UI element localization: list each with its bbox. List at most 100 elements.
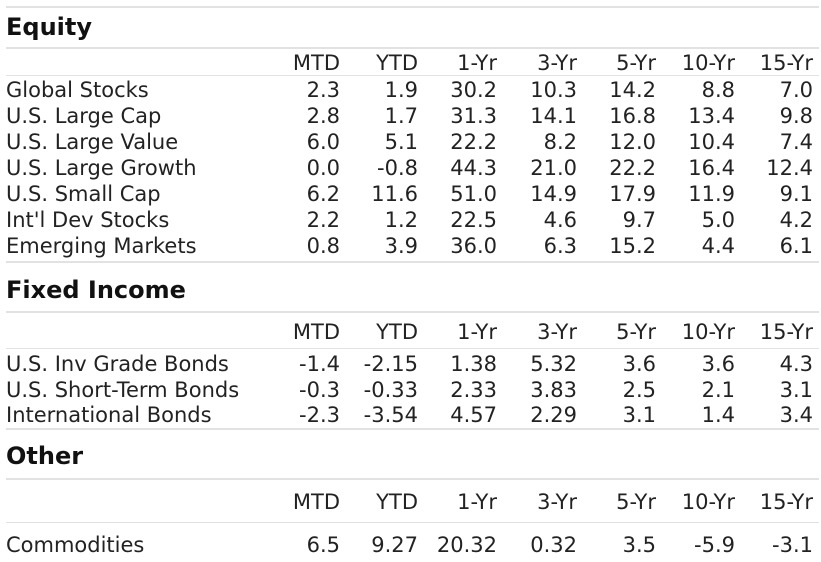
column-header: MTD	[292, 51, 340, 75]
cell-value: 12.4	[766, 156, 813, 180]
cell-value: 17.9	[609, 182, 656, 206]
column-header: 1-Yr	[457, 51, 497, 75]
column-header-row: MTD YTD 1-Yr 3-Yr 5-Yr 10-Yr 15-Yr	[0, 50, 821, 76]
table-row: Global Stocks 2.3 1.9 30.2 10.3 14.2 8.8…	[0, 77, 821, 103]
cell-value: 36.0	[450, 234, 497, 258]
cell-value: 6.5	[306, 533, 340, 557]
cell-value: 4.4	[701, 234, 735, 258]
section-divider-rule	[6, 428, 819, 430]
cell-value: 15.2	[609, 234, 656, 258]
column-header: 3-Yr	[537, 51, 577, 75]
table-row: Commodities 6.5 9.27 20.32 0.32 3.5 -5.9…	[0, 532, 821, 558]
cell-value: 7.0	[779, 78, 813, 102]
cell-value: 13.4	[688, 104, 735, 128]
cell-value: -0.3	[299, 378, 340, 402]
table-row: Int'l Dev Stocks 2.2 1.2 22.5 4.6 9.7 5.…	[0, 207, 821, 233]
cell-value: 2.1	[701, 378, 735, 402]
section-title-rule	[6, 478, 819, 480]
column-header: YTD	[376, 51, 418, 75]
column-header-row: MTD YTD 1-Yr 3-Yr 5-Yr 10-Yr 15-Yr	[0, 319, 821, 345]
cell-value: -0.33	[363, 378, 418, 402]
row-label: U.S. Large Value	[6, 130, 179, 154]
cell-value: 3.6	[701, 352, 735, 376]
column-header: 10-Yr	[681, 320, 735, 344]
cell-value: 6.1	[779, 234, 813, 258]
cell-value: 1.4	[701, 403, 735, 427]
row-label: Global Stocks	[6, 78, 149, 102]
cell-value: 14.1	[530, 104, 577, 128]
cell-value: 30.2	[450, 78, 497, 102]
column-header: 10-Yr	[681, 490, 735, 514]
section-title-rule	[6, 47, 819, 49]
table-row: U.S. Small Cap 6.2 11.6 51.0 14.9 17.9 1…	[0, 181, 821, 207]
column-header: 1-Yr	[457, 320, 497, 344]
column-header: 15-Yr	[759, 320, 813, 344]
section-title-rule	[6, 311, 819, 313]
cell-value: 1.2	[384, 208, 418, 232]
table-row: U.S. Large Value 6.0 5.1 22.2 8.2 12.0 1…	[0, 129, 821, 155]
cell-value: -2.3	[299, 403, 340, 427]
column-header: 15-Yr	[759, 51, 813, 75]
cell-value: 14.9	[530, 182, 577, 206]
cell-value: 4.57	[450, 403, 497, 427]
section-title-equity: Equity	[6, 13, 93, 41]
row-label: U.S. Short-Term Bonds	[6, 378, 240, 402]
cell-value: 9.1	[779, 182, 813, 206]
column-header: MTD	[292, 320, 340, 344]
cell-value: 51.0	[450, 182, 497, 206]
column-header: 3-Yr	[537, 320, 577, 344]
cell-value: 10.4	[688, 130, 735, 154]
row-label: International Bonds	[6, 403, 212, 427]
cell-value: 16.4	[688, 156, 735, 180]
column-header-row: MTD YTD 1-Yr 3-Yr 5-Yr 10-Yr 15-Yr	[0, 489, 821, 515]
cell-value: 3.9	[384, 234, 418, 258]
cell-value: 20.32	[436, 533, 497, 557]
row-label: Emerging Markets	[6, 234, 197, 258]
column-header: 5-Yr	[616, 490, 656, 514]
cell-value: 9.8	[779, 104, 813, 128]
cell-value: 2.33	[450, 378, 497, 402]
cell-value: 22.2	[609, 156, 656, 180]
cell-value: 5.32	[530, 352, 577, 376]
cell-value: 14.2	[609, 78, 656, 102]
section-divider-rule	[6, 261, 819, 263]
column-header: 5-Yr	[616, 320, 656, 344]
cell-value: 0.0	[306, 156, 340, 180]
cell-value: 3.83	[530, 378, 577, 402]
cell-value: -1.4	[299, 352, 340, 376]
cell-value: 7.4	[779, 130, 813, 154]
cell-value: 4.6	[543, 208, 577, 232]
cell-value: 12.0	[609, 130, 656, 154]
cell-value: -3.54	[363, 403, 418, 427]
cell-value: 3.5	[622, 533, 656, 557]
cell-value: 1.7	[384, 104, 418, 128]
cell-value: 1.9	[384, 78, 418, 102]
cell-value: 44.3	[450, 156, 497, 180]
cell-value: 9.27	[371, 533, 418, 557]
cell-value: 1.38	[450, 352, 497, 376]
cell-value: 8.2	[543, 130, 577, 154]
cell-value: 2.5	[622, 378, 656, 402]
cell-value: 5.0	[701, 208, 735, 232]
column-header: 1-Yr	[457, 490, 497, 514]
column-header: 5-Yr	[616, 51, 656, 75]
cell-value: 6.0	[306, 130, 340, 154]
table-row: U.S. Large Cap 2.8 1.7 31.3 14.1 16.8 13…	[0, 103, 821, 129]
cell-value: 22.2	[450, 130, 497, 154]
cell-value: 11.9	[688, 182, 735, 206]
table-row: U.S. Short-Term Bonds -0.3 -0.33 2.33 3.…	[0, 377, 821, 403]
header-rule	[6, 75, 819, 76]
cell-value: 8.8	[701, 78, 735, 102]
table-row: U.S. Inv Grade Bonds -1.4 -2.15 1.38 5.3…	[0, 351, 821, 377]
column-header: 15-Yr	[759, 490, 813, 514]
section-title-other: Other	[6, 442, 84, 470]
column-header: YTD	[376, 320, 418, 344]
cell-value: 6.3	[543, 234, 577, 258]
cell-value: 4.3	[779, 352, 813, 376]
cell-value: 5.1	[384, 130, 418, 154]
cell-value: 2.8	[306, 104, 340, 128]
cell-value: 4.2	[779, 208, 813, 232]
cell-value: 3.1	[622, 403, 656, 427]
header-rule	[6, 348, 819, 349]
